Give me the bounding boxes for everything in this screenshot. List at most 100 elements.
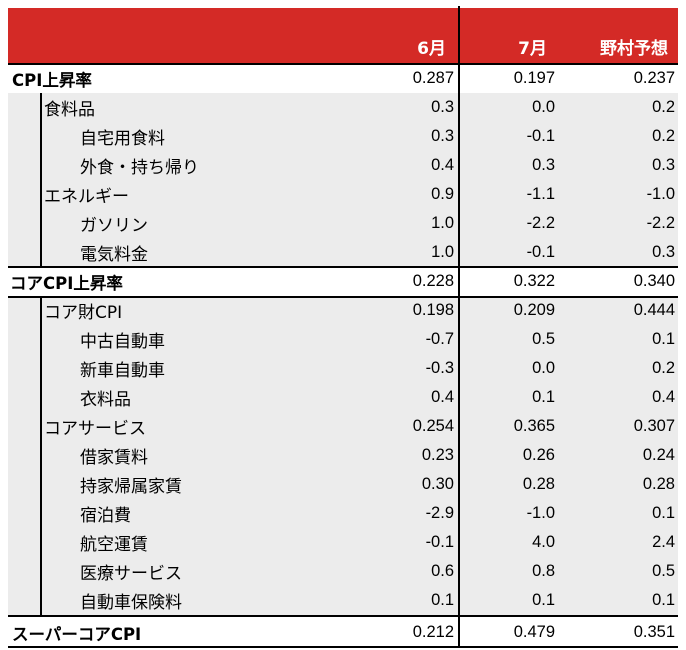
row-value-forecast: 0.1 bbox=[652, 591, 675, 609]
row-value-june: 0.198 bbox=[412, 301, 454, 319]
row-value-july: 0.322 bbox=[513, 272, 555, 290]
row-value-july: 0.3 bbox=[532, 156, 555, 174]
row-label: 電気料金 bbox=[80, 245, 148, 265]
indent-bracket-cpi bbox=[40, 93, 42, 267]
table-row: 中古自動車 -0.7 0.5 0.1 bbox=[8, 325, 678, 354]
row-value-june: 0.6 bbox=[431, 562, 454, 580]
row-value-july: 0.209 bbox=[513, 301, 555, 319]
row-value-june: 0.9 bbox=[431, 185, 454, 203]
table-row: 自宅用食料 0.3 -0.1 0.2 bbox=[8, 122, 678, 151]
row-value-june: 0.4 bbox=[431, 388, 454, 406]
row-label: 中古自動車 bbox=[80, 332, 165, 352]
row-value-june: -0.1 bbox=[425, 533, 454, 551]
row-value-forecast: 0.1 bbox=[652, 330, 675, 348]
table-row: コアCPI上昇率 0.228 0.322 0.340 bbox=[8, 267, 678, 296]
row-label: コア財CPI bbox=[44, 303, 123, 323]
row-value-forecast: 0.237 bbox=[633, 69, 675, 87]
row-value-july: 0.479 bbox=[513, 623, 555, 641]
table-row: コア財CPI 0.198 0.209 0.444 bbox=[8, 296, 678, 325]
column-divider-june bbox=[458, 6, 460, 648]
table-row: スーパーコアCPI 0.212 0.479 0.351 bbox=[8, 617, 678, 648]
column-header-june: 6月 bbox=[417, 39, 446, 59]
row-value-june: 0.3 bbox=[431, 98, 454, 116]
row-label: CPI上昇率 bbox=[12, 70, 92, 90]
table-row: 食料品 0.3 0.0 0.2 bbox=[8, 93, 678, 122]
row-value-july: 0.26 bbox=[522, 446, 555, 464]
row-value-forecast: 0.444 bbox=[633, 301, 675, 319]
row-value-forecast: 0.3 bbox=[652, 243, 675, 261]
row-value-june: 0.228 bbox=[412, 272, 454, 290]
row-label: 医療サービス bbox=[80, 564, 182, 584]
table-row: 持家帰属家賃 0.30 0.28 0.28 bbox=[8, 470, 678, 499]
row-value-forecast: 0.2 bbox=[652, 359, 675, 377]
table-row: CPI上昇率 0.287 0.197 0.237 bbox=[8, 64, 678, 93]
row-value-forecast: -1.0 bbox=[646, 185, 675, 203]
row-value-forecast: 0.4 bbox=[652, 388, 675, 406]
row-label: 持家帰属家賃 bbox=[80, 477, 182, 497]
row-label: 衣料品 bbox=[80, 390, 131, 410]
table-row: 医療サービス 0.6 0.8 0.5 bbox=[8, 557, 678, 586]
table-row: 新車自動車 -0.3 0.0 0.2 bbox=[8, 354, 678, 383]
row-value-june: 1.0 bbox=[431, 243, 454, 261]
table-row: コアサービス 0.254 0.365 0.307 bbox=[8, 412, 678, 441]
row-value-june: 0.254 bbox=[412, 417, 454, 435]
row-value-july: 0.1 bbox=[532, 388, 555, 406]
row-value-forecast: 0.28 bbox=[642, 475, 675, 493]
row-value-july: 0.5 bbox=[532, 330, 555, 348]
rule-under-header bbox=[8, 63, 678, 65]
indent-bracket-core-cpi bbox=[40, 297, 42, 615]
row-value-june: 0.287 bbox=[412, 69, 454, 87]
rule-core-cpi bbox=[8, 266, 678, 268]
row-value-june: 1.0 bbox=[431, 214, 454, 232]
row-value-forecast: 2.4 bbox=[652, 533, 675, 551]
row-value-forecast: 0.2 bbox=[652, 127, 675, 145]
row-label: コアCPI上昇率 bbox=[10, 273, 123, 293]
row-label: 借家賃料 bbox=[80, 448, 148, 468]
row-label: スーパーコアCPI bbox=[12, 624, 142, 644]
row-value-july: 4.0 bbox=[532, 533, 555, 551]
row-value-forecast: 0.24 bbox=[642, 446, 675, 464]
row-value-june: 0.1 bbox=[431, 591, 454, 609]
row-value-forecast: 0.5 bbox=[652, 562, 675, 580]
row-label: 宿泊費 bbox=[80, 506, 131, 526]
table-row: 宿泊費 -2.9 -1.0 0.1 bbox=[8, 499, 678, 528]
column-header-nomura-forecast: 野村予想 bbox=[600, 39, 668, 59]
row-label: ガソリン bbox=[80, 216, 148, 236]
row-value-june: 0.3 bbox=[431, 127, 454, 145]
column-header-july: 7月 bbox=[518, 39, 547, 59]
row-value-forecast: 0.340 bbox=[633, 272, 675, 290]
row-value-july: -2.2 bbox=[526, 214, 555, 232]
table-row: 電気料金 1.0 -0.1 0.3 bbox=[8, 238, 678, 267]
row-value-july: 0.28 bbox=[522, 475, 555, 493]
row-label: 自宅用食料 bbox=[80, 129, 165, 149]
row-label: 新車自動車 bbox=[80, 361, 165, 381]
row-value-forecast: -2.2 bbox=[646, 214, 675, 232]
row-value-forecast: 0.351 bbox=[633, 623, 675, 641]
rule-under-core-cpi bbox=[8, 296, 678, 298]
row-value-forecast: 0.3 bbox=[652, 156, 675, 174]
row-value-june: -0.7 bbox=[425, 330, 454, 348]
row-value-july: -0.1 bbox=[526, 127, 555, 145]
table-row: ガソリン 1.0 -2.2 -2.2 bbox=[8, 209, 678, 238]
row-value-june: -2.9 bbox=[425, 504, 454, 522]
row-value-july: -0.1 bbox=[526, 243, 555, 261]
rule-table-bottom bbox=[8, 646, 678, 648]
table-row: 衣料品 0.4 0.1 0.4 bbox=[8, 383, 678, 412]
row-value-june: -0.3 bbox=[425, 359, 454, 377]
row-label: 航空運賃 bbox=[80, 535, 148, 555]
table-row: エネルギー 0.9 -1.1 -1.0 bbox=[8, 180, 678, 209]
table-row: 外食・持ち帰り 0.4 0.3 0.3 bbox=[8, 151, 678, 180]
row-label: 外食・持ち帰り bbox=[80, 158, 199, 178]
row-value-july: -1.0 bbox=[526, 504, 555, 522]
row-value-july: 0.1 bbox=[532, 591, 555, 609]
row-value-july: 0.197 bbox=[513, 69, 555, 87]
row-value-june: 0.212 bbox=[412, 623, 454, 641]
row-value-forecast: 0.307 bbox=[633, 417, 675, 435]
row-value-july: 0.0 bbox=[532, 359, 555, 377]
row-value-forecast: 0.1 bbox=[652, 504, 675, 522]
row-value-june: 0.23 bbox=[421, 446, 454, 464]
row-value-july: 0.8 bbox=[532, 562, 555, 580]
table-row: 自動車保険料 0.1 0.1 0.1 bbox=[8, 586, 678, 615]
row-label: コアサービス bbox=[44, 419, 146, 439]
row-value-july: -1.1 bbox=[526, 185, 555, 203]
